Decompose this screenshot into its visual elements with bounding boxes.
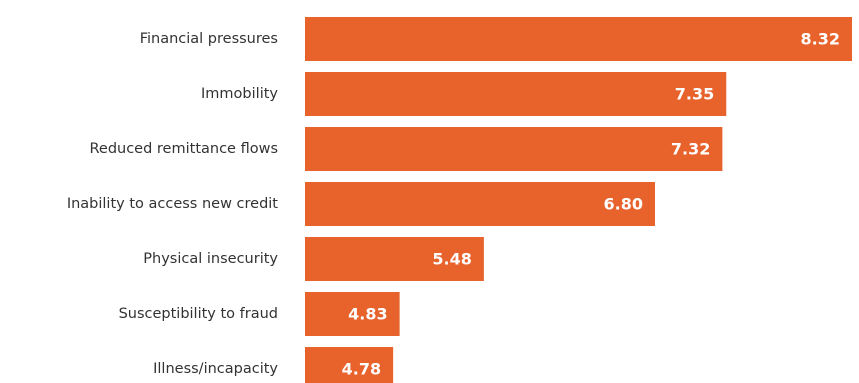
category-label: Illness/incapacity xyxy=(153,361,278,377)
bar xyxy=(305,237,484,281)
value-label: 6.80 xyxy=(603,195,642,214)
bar xyxy=(305,182,655,226)
value-label: 8.32 xyxy=(801,30,840,49)
bar xyxy=(305,347,394,383)
category-label: Reduced remittance flows xyxy=(89,141,278,157)
value-label: 7.32 xyxy=(671,140,710,159)
value-label: 5.48 xyxy=(432,250,471,269)
value-label: 7.35 xyxy=(675,85,714,104)
value-label: 4.83 xyxy=(348,305,387,324)
bar xyxy=(305,17,852,61)
bar xyxy=(305,72,727,116)
value-label: 4.78 xyxy=(342,360,381,379)
category-label: Immobility xyxy=(201,86,278,102)
bar xyxy=(305,127,723,171)
category-label: Physical insecurity xyxy=(143,251,278,267)
category-label: Financial pressures xyxy=(140,31,278,47)
bar xyxy=(305,292,400,336)
category-label: Susceptibility to fraud xyxy=(119,306,278,322)
category-label: Inability to access new credit xyxy=(67,196,278,212)
